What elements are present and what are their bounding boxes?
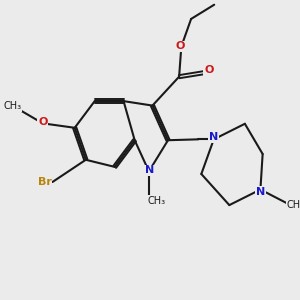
Text: Br: Br <box>38 177 51 187</box>
Text: O: O <box>38 117 47 127</box>
Text: CH₃: CH₃ <box>148 196 166 206</box>
Text: CH₃: CH₃ <box>3 101 22 112</box>
Text: N: N <box>209 132 218 142</box>
Text: N: N <box>256 187 265 197</box>
Text: N: N <box>145 165 154 176</box>
Text: O: O <box>204 65 214 75</box>
Text: CH₃: CH₃ <box>287 200 300 210</box>
Text: O: O <box>175 41 185 52</box>
